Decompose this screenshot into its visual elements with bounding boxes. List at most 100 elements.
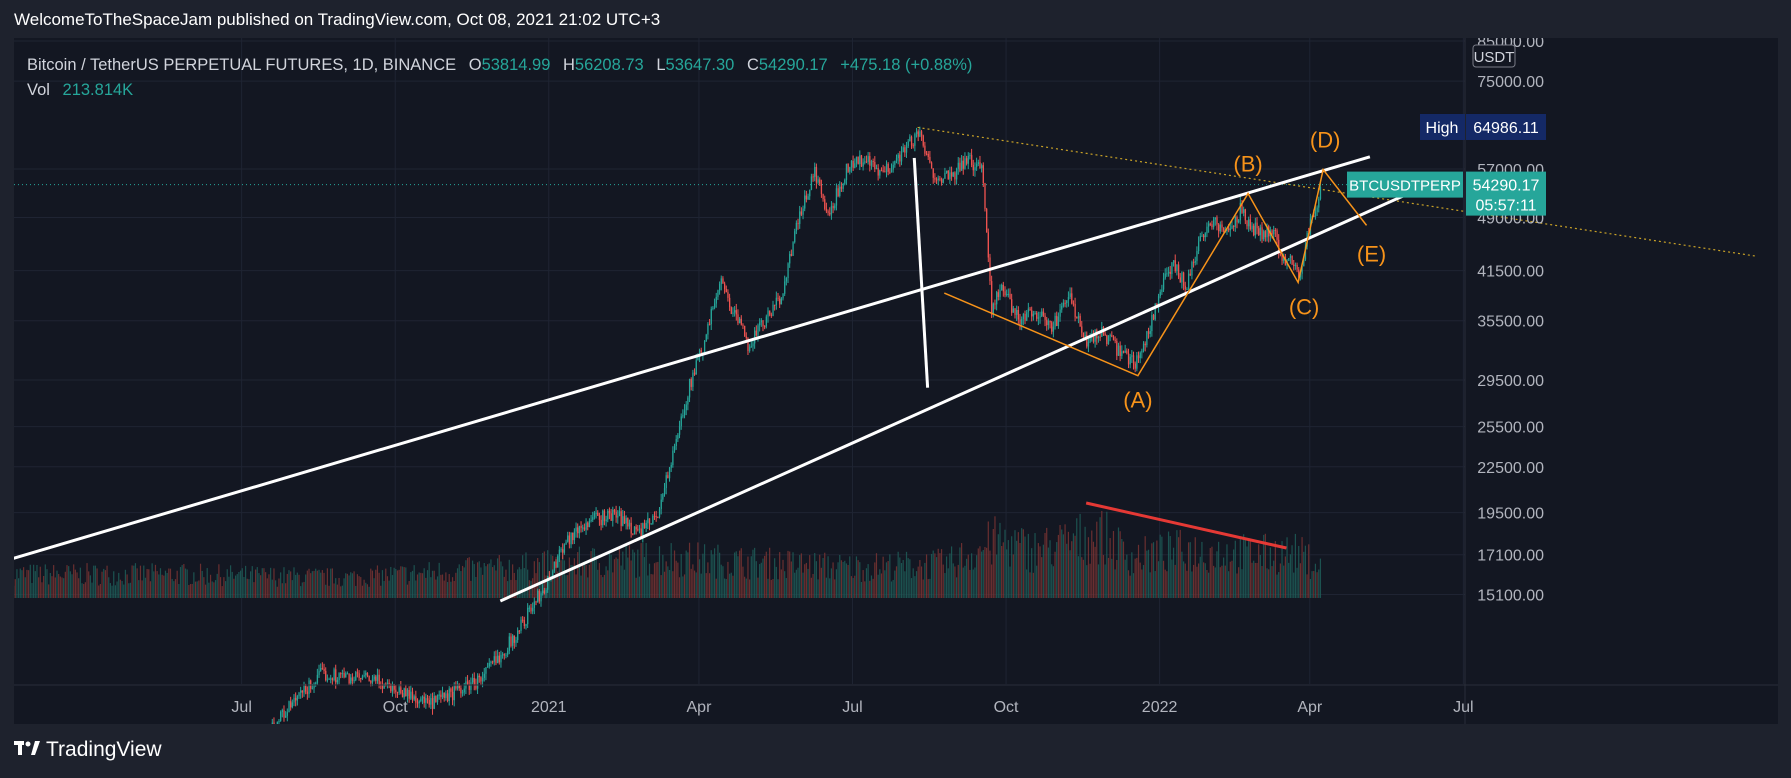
volume-bar — [582, 562, 584, 598]
candle-body — [860, 155, 863, 167]
candle-body — [1029, 308, 1031, 311]
candle-body — [767, 310, 769, 317]
candle-body — [1012, 308, 1015, 313]
candle-body — [1221, 224, 1223, 228]
dotted-resistance-line[interactable] — [917, 126, 1758, 257]
candle-body — [1192, 262, 1195, 264]
upper-trendline[interactable] — [14, 155, 1371, 560]
volume-bar — [144, 577, 147, 598]
candle-body — [330, 678, 332, 680]
chart-canvas[interactable]: (A)(B)(C)(D)(E)85000.0075000.0057000.004… — [14, 38, 1778, 724]
volume-bar — [597, 569, 599, 598]
candle-body — [1223, 227, 1225, 232]
candle-body — [517, 630, 519, 641]
volume-bar — [1224, 565, 1226, 598]
volume-bar — [1246, 546, 1248, 598]
volume-bar — [665, 561, 667, 598]
volume-bar — [43, 576, 45, 598]
volume-bar — [340, 586, 342, 598]
candle-body — [1107, 335, 1110, 344]
volume-bar — [148, 569, 150, 598]
volume-bar — [1126, 554, 1128, 598]
ohlc-row: Bitcoin / TetherUS PERPETUAL FUTURES, 1D… — [27, 53, 972, 78]
volume-bar — [194, 581, 197, 598]
volume-bar — [1286, 537, 1288, 598]
volume-bar — [593, 548, 596, 598]
volume-bar — [300, 586, 302, 598]
volume-bar — [862, 570, 864, 598]
volume-bar — [1044, 532, 1046, 598]
vol-label[interactable]: Vol — [27, 81, 50, 99]
volume-bar — [1169, 536, 1171, 598]
candle-body — [607, 510, 609, 520]
volume-bar — [1166, 571, 1168, 598]
volume-bar — [859, 562, 861, 598]
volume-bar — [954, 566, 956, 598]
volume-bar — [712, 554, 714, 598]
candle-body — [882, 170, 884, 172]
volume-bar — [311, 571, 313, 598]
volume-bar — [368, 586, 370, 598]
candle-body — [1109, 335, 1111, 337]
candle-body — [1296, 264, 1298, 270]
volume-bar — [263, 568, 265, 598]
volume-bar — [1097, 564, 1100, 598]
candle-body — [415, 696, 417, 703]
volume-bar — [208, 582, 210, 598]
volume-bar — [478, 561, 480, 598]
currency-badge[interactable] — [1472, 44, 1516, 68]
time-tick-label: Apr — [1297, 699, 1323, 716]
volume-bar — [375, 569, 377, 598]
symbol-title[interactable]: Bitcoin / TetherUS PERPETUAL FUTURES, 1D… — [27, 56, 457, 74]
volume-bar — [116, 581, 118, 598]
volume-bar — [1293, 572, 1295, 598]
lower-trendline[interactable] — [499, 177, 1443, 603]
candle-body — [425, 698, 427, 703]
candle-body — [562, 549, 564, 553]
time-tick-label: 2022 — [1142, 699, 1178, 716]
volume-trendline[interactable] — [1085, 501, 1287, 550]
candle-body — [1104, 333, 1106, 336]
volume-bar — [815, 561, 817, 598]
volume-bar — [1259, 554, 1261, 598]
volume-bar — [66, 565, 68, 598]
volume-bar — [543, 551, 545, 598]
candle-body — [411, 691, 414, 700]
volume-bar — [31, 582, 33, 598]
volume-bar — [34, 571, 36, 598]
wave-label: (E) — [1357, 241, 1386, 266]
volume-bar — [925, 554, 928, 598]
candle-body — [400, 687, 402, 694]
volume-bar — [602, 577, 604, 598]
candle-body — [413, 696, 415, 700]
volume-bar — [547, 550, 549, 598]
volume-bar — [959, 547, 961, 598]
volume-bar — [952, 563, 954, 598]
brand-name[interactable]: TradingView — [46, 738, 162, 761]
candle-body — [318, 670, 320, 675]
volume-bar — [196, 581, 198, 598]
candle-body — [932, 168, 934, 178]
time-tick-label: Apr — [687, 699, 713, 716]
crash-line[interactable] — [912, 157, 930, 388]
volume-bar — [587, 577, 589, 598]
volume-bar — [513, 572, 515, 598]
candle-body — [471, 678, 474, 683]
candle-body — [722, 278, 724, 284]
candle-body — [1117, 345, 1120, 356]
chart-panel[interactable]: (A) (B) (C) (D) (E) 85000.00 75000.00 57000.00 4… — [14, 38, 1778, 724]
candle-body — [1196, 251, 1198, 262]
candle-body — [416, 702, 419, 704]
volume-bar — [413, 565, 415, 598]
volume-bar — [904, 571, 906, 598]
volume-bar — [103, 568, 105, 598]
volume-bar — [1009, 566, 1011, 598]
volume-bar — [680, 553, 682, 598]
currency-label[interactable]: USDT — [1474, 49, 1515, 66]
volume-bar — [967, 554, 969, 598]
volume-bar — [1276, 574, 1278, 598]
volume-bar — [326, 568, 328, 598]
wave-path[interactable] — [944, 167, 1368, 377]
volume-bar — [405, 567, 407, 598]
volume-bar — [575, 574, 577, 598]
